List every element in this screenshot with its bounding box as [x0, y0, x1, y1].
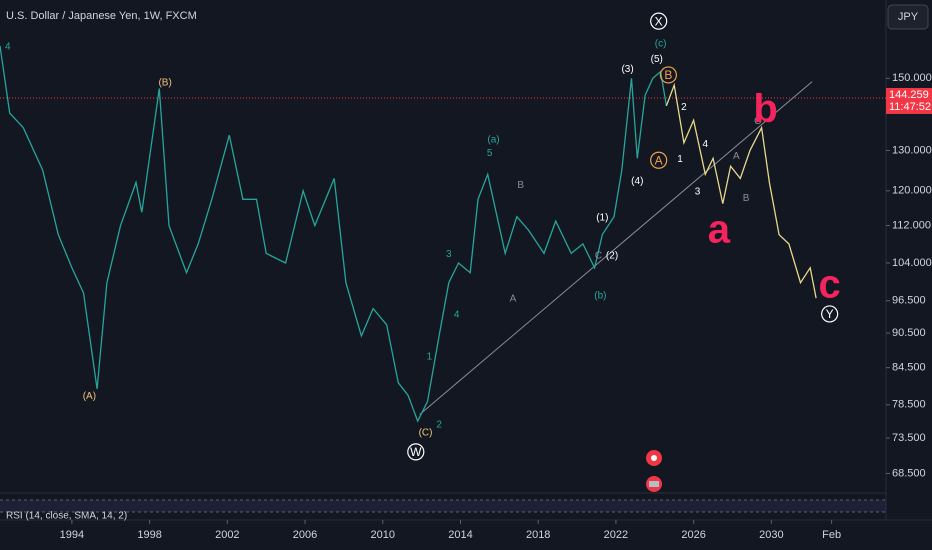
wave-label: (2)	[606, 250, 618, 261]
y-tick-label: 150.000	[892, 72, 932, 84]
currency-button[interactable]	[887, 4, 929, 30]
wave-label: C	[754, 116, 761, 127]
chart-title: U.S. Dollar / Japanese Yen, 1W, FXCM	[6, 10, 197, 22]
currency-label: JPY	[898, 11, 919, 23]
wave-label: 3	[695, 186, 701, 197]
x-tick-label: Feb	[822, 529, 841, 541]
y-tick-label: 96.500	[892, 295, 926, 307]
price-line	[0, 45, 668, 423]
countdown-label: 11:47:52	[889, 101, 931, 113]
x-tick-label: 1994	[60, 529, 84, 541]
wave-label: W	[410, 445, 422, 459]
rsi-band	[0, 500, 886, 512]
wave-label-circle	[650, 151, 668, 169]
hand-label: b	[753, 87, 777, 131]
last-price-label: 144.259	[889, 89, 929, 101]
wave-label: 1	[427, 351, 433, 362]
wave-label: (A)	[83, 391, 96, 402]
wave-label: X	[655, 14, 663, 28]
wave-label: 1	[677, 154, 683, 165]
wave-label: Y	[826, 307, 834, 321]
wave-label: (c)	[655, 38, 667, 49]
wave-label-circle	[650, 12, 668, 30]
y-tick-label: 130.000	[892, 144, 932, 156]
wave-label: C	[595, 250, 602, 261]
wave-label: 5	[487, 148, 493, 159]
wave-label: (1)	[596, 212, 608, 223]
x-tick-label: 2006	[293, 529, 317, 541]
y-tick-label: 112.000	[892, 219, 931, 231]
indicator-label: RSI (14, close, SMA, 14, 2)	[6, 511, 127, 522]
y-tick-label: 68.500	[892, 467, 926, 479]
wave-label: A	[733, 151, 740, 162]
wave-label: 2	[681, 102, 687, 113]
wave-label-circle	[821, 305, 839, 323]
wave-label: A	[655, 153, 663, 167]
wave-label: B	[664, 68, 672, 82]
wave-label-circle	[659, 66, 677, 84]
wave-label: A	[510, 294, 517, 305]
y-tick-label: 90.500	[892, 327, 926, 339]
wave-label: B	[517, 180, 524, 191]
wave-label: B	[743, 193, 750, 204]
wave-label-circle	[407, 443, 425, 461]
wave-label: 4	[454, 310, 460, 321]
x-tick-label: 2014	[448, 529, 472, 541]
y-tick-label: 73.500	[892, 432, 926, 444]
x-tick-label: 2030	[759, 529, 783, 541]
x-tick-label: 2022	[604, 529, 628, 541]
y-tick-label: 120.000	[892, 185, 932, 197]
hand-label: a	[708, 208, 731, 252]
wave-label: (B)	[158, 77, 171, 88]
x-tick-label: 2018	[526, 529, 550, 541]
x-tick-label: 2002	[215, 529, 239, 541]
wave-label: 4	[5, 41, 11, 52]
y-tick-label: 78.500	[892, 399, 926, 411]
wave-label: (3)	[621, 64, 633, 75]
wave-label: (b)	[594, 291, 606, 302]
trend-line	[419, 81, 813, 415]
wave-label: 3	[446, 249, 452, 260]
wave-label: 2	[436, 419, 442, 430]
event-icon-flag	[649, 481, 659, 487]
y-tick-label: 104.000	[892, 257, 932, 269]
wave-label: (C)	[419, 427, 433, 438]
x-tick-label: 2026	[681, 529, 705, 541]
x-tick-label: 1998	[137, 529, 161, 541]
event-icon-dot	[651, 455, 657, 461]
wave-label: (a)	[487, 135, 499, 146]
price-line	[665, 82, 817, 299]
wave-label: (5)	[651, 54, 663, 65]
last-price-tag	[886, 87, 932, 114]
wave-label: (4)	[631, 176, 643, 187]
x-tick-label: 2010	[371, 529, 395, 541]
hand-label: c	[819, 262, 841, 306]
wave-label: 4	[703, 139, 709, 150]
y-tick-label: 84.500	[892, 362, 926, 374]
